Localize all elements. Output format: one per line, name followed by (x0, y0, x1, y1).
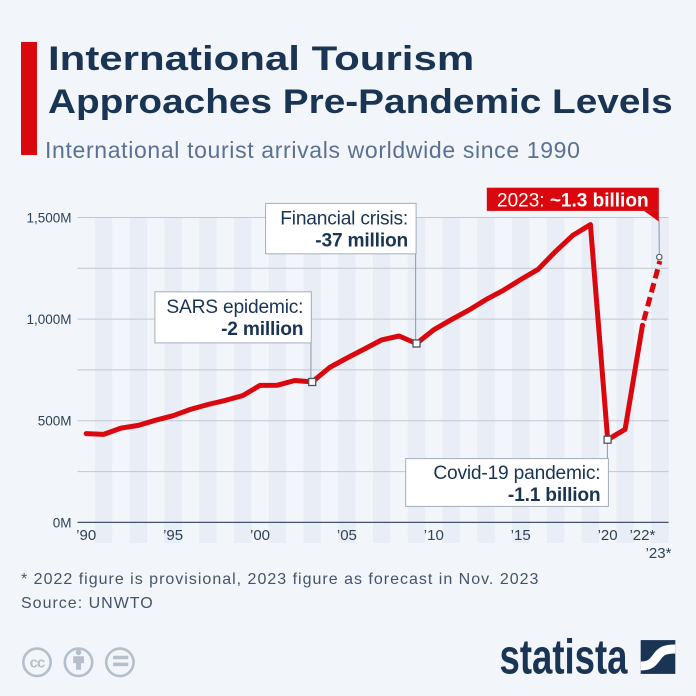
svg-text:-2 million: -2 million (221, 319, 303, 340)
svg-text:Financial crisis:: Financial crisis: (280, 209, 408, 230)
svg-text:2023: ~1.3 billion: 2023: ~1.3 billion (497, 190, 649, 211)
svg-text:’90: ’90 (76, 527, 96, 544)
svg-text:1,000M: 1,000M (26, 312, 71, 327)
svg-text:Covid-19 pandemic:: Covid-19 pandemic: (433, 463, 600, 484)
svg-text:500M: 500M (38, 414, 72, 429)
svg-text:-37 million: -37 million (315, 231, 408, 252)
svg-text:’15: ’15 (511, 527, 531, 544)
svg-text:’23*: ’23* (646, 545, 672, 562)
svg-text:0M: 0M (53, 515, 72, 530)
svg-text:cc: cc (30, 655, 45, 672)
svg-text:’05: ’05 (337, 527, 357, 544)
svg-text:statista: statista (500, 630, 629, 684)
svg-text:’95: ’95 (163, 527, 183, 544)
svg-text:SARS epidemic:: SARS epidemic: (166, 297, 303, 318)
svg-text:’00: ’00 (250, 527, 270, 544)
svg-text:1,500M: 1,500M (26, 210, 71, 225)
svg-text:-1.1 billion: -1.1 billion (508, 485, 600, 506)
svg-text:’22*: ’22* (629, 527, 655, 544)
svg-text:’10: ’10 (424, 527, 444, 544)
svg-text:’20: ’20 (598, 527, 618, 544)
